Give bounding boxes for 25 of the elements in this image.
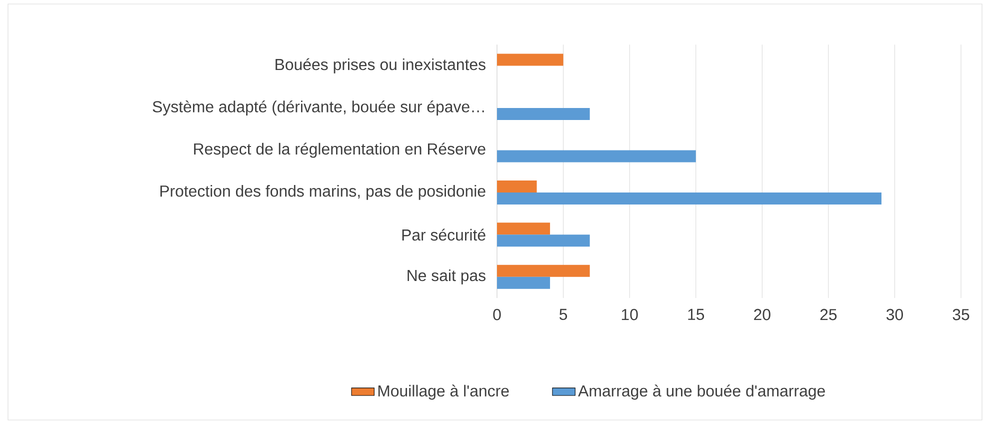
legend-label: Mouillage à l'ancre (378, 384, 509, 400)
x-tick-label: 10 (622, 308, 638, 320)
bar (497, 108, 590, 120)
bar (497, 276, 550, 289)
y-tick-label: Par sécurité (402, 228, 486, 241)
x-tick-label: 5 (560, 308, 568, 320)
bar (497, 192, 882, 204)
bar (497, 222, 550, 235)
bar (497, 150, 696, 162)
x-tick-label: 35 (952, 308, 970, 320)
x-tick-label: 15 (688, 308, 704, 320)
y-tick-label: Bouées prises ou inexistantes (276, 58, 486, 74)
x-tick-label: 0 (493, 308, 501, 320)
y-tick-label: Respect de la réglementation en Réserve (194, 142, 486, 158)
bar (497, 234, 590, 247)
x-tick-label: 30 (886, 308, 903, 320)
legend-label: Amarrage à une bouée d'amarrage (578, 384, 825, 400)
y-tick-label: Protection des fonds marins, pas de posidonie (160, 185, 486, 200)
x-tick-label: 25 (820, 308, 837, 320)
bar (497, 264, 590, 277)
y-tick-label: Système adapté (dérivante, bouée sur épave… (152, 100, 484, 116)
x-tick-label: 20 (754, 308, 770, 320)
bar (497, 54, 564, 66)
y-tick-label: Ne sait pas (408, 269, 486, 284)
bar (497, 180, 537, 192)
